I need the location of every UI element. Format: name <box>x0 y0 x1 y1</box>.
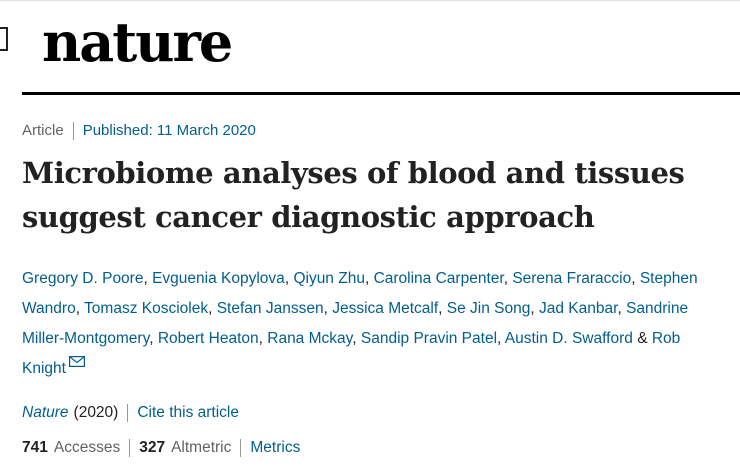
author-link[interactable]: Jessica Metcalf <box>332 300 439 317</box>
author-link[interactable]: Sandip Pravin Patel <box>360 330 498 347</box>
article-meta: Article Published: 11 March 2020 <box>22 121 256 141</box>
author-link[interactable]: Robert Heaton <box>157 330 259 347</box>
title-line-1: Microbiome analyses of blood and tissues <box>22 156 685 190</box>
altmetric-label: Altmetric <box>171 439 232 456</box>
accesses-label: Accesses <box>53 439 121 456</box>
accesses-count: 741 <box>22 439 48 456</box>
divider <box>72 122 74 140</box>
menu-edge-icon[interactable] <box>0 27 8 51</box>
author-link[interactable]: Stephen Wandro <box>22 270 698 317</box>
nature-logo[interactable]: nature <box>42 10 233 74</box>
article-title: Microbiome analyses of blood and tissues… <box>22 151 722 239</box>
title-line-2: suggest cancer diagnostic approach <box>22 200 595 234</box>
author-link[interactable]: Stefan Janssen <box>216 300 324 317</box>
author-link[interactable]: Serena Fraraccio <box>512 270 632 287</box>
author-conjunction: & <box>637 330 648 347</box>
author-link[interactable]: Tomasz Kosciolek <box>84 300 209 317</box>
journal-year: (2020) <box>73 404 119 421</box>
author-list: Gregory D. Poore, Evguenia Kopylova, Qiy… <box>22 270 698 377</box>
divider <box>129 439 131 457</box>
metrics-bar: 741 Accesses 327 Altmetric Metrics <box>22 437 300 459</box>
divider <box>240 439 242 457</box>
author-link[interactable]: Jad Kanbar <box>539 300 618 317</box>
author-link[interactable]: Rana Mckay <box>267 330 353 347</box>
altmetric-count: 327 <box>139 439 166 456</box>
author-link[interactable]: Qiyun Zhu <box>293 270 365 287</box>
metrics-link[interactable]: Metrics <box>250 439 301 456</box>
article-type: Article <box>22 122 64 139</box>
published-date: Published: 11 March 2020 <box>82 122 256 139</box>
author-link[interactable]: Sandrine Miller-Montgomery <box>22 300 689 347</box>
author-link[interactable]: Austin D. Swafford <box>504 330 633 347</box>
author-link[interactable]: Gregory D. Poore <box>22 270 144 287</box>
top-border <box>0 0 740 1</box>
author-link[interactable]: Evguenia Kopylova <box>152 270 285 287</box>
journal-info: Nature (2020) Cite this article <box>22 402 239 424</box>
journal-name: Nature <box>22 404 69 421</box>
header-rule <box>22 92 740 95</box>
author-link[interactable]: Rob Knight <box>22 330 681 377</box>
divider <box>127 404 129 422</box>
author-link[interactable]: Se Jin Song <box>446 300 531 317</box>
cite-article-link[interactable]: Cite this article <box>137 404 239 421</box>
envelope-icon[interactable] <box>68 356 85 367</box>
author-link[interactable]: Carolina Carpenter <box>373 270 504 287</box>
